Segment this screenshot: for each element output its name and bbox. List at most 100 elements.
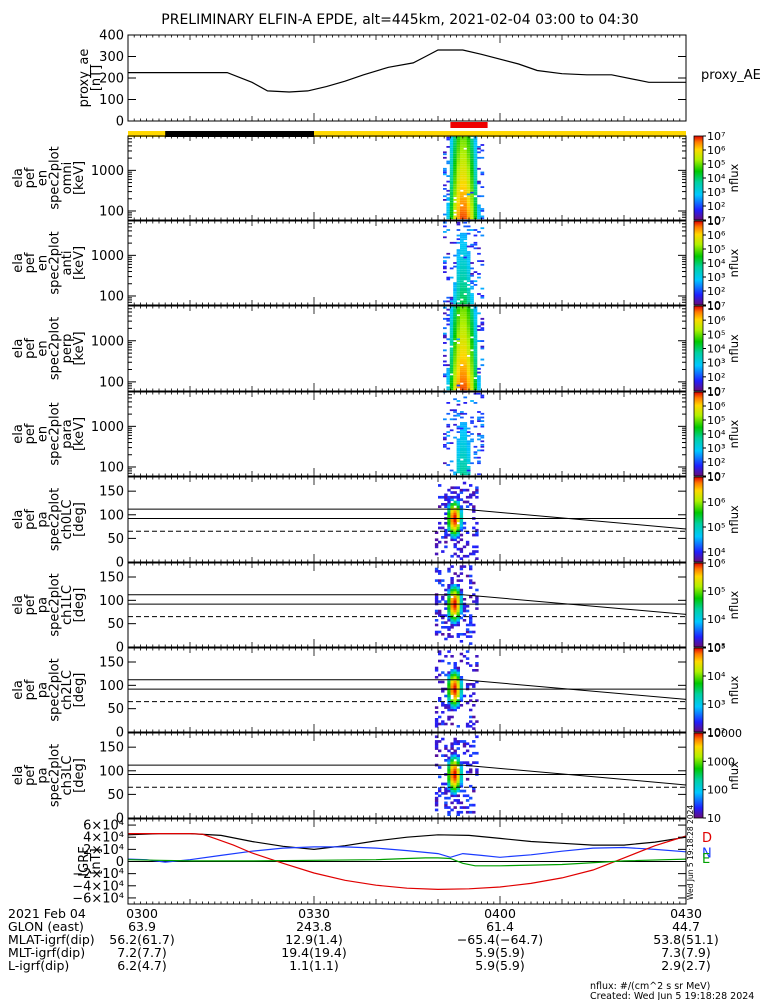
- spec-pixel: [477, 156, 481, 159]
- spec-pixel: [466, 431, 471, 433]
- spec-pixel: [460, 455, 464, 457]
- spec-pixel: [453, 345, 457, 348]
- colorbar-tick-label: 10: [707, 385, 721, 398]
- spec-pixel: [449, 409, 454, 412]
- spec-pixel: [473, 362, 478, 365]
- spec-pixel: [456, 384, 461, 387]
- spec-pixel: [450, 704, 454, 707]
- spec-pixel: [466, 155, 471, 157]
- spec-pixel: [473, 425, 478, 428]
- spec-pixel: [449, 302, 454, 305]
- y-tick-label: 100: [99, 204, 124, 219]
- spec-pixel: [441, 690, 445, 693]
- spec-pixel: [460, 193, 464, 196]
- spec-pixel: [447, 612, 451, 615]
- spec-pixel: [449, 314, 454, 317]
- spec-pixel: [470, 175, 474, 177]
- table-cell: 7.2(7.7): [117, 945, 167, 960]
- spec-pixel: [466, 202, 471, 205]
- spec-pixel: [453, 375, 457, 378]
- spec-pixel: [477, 210, 481, 212]
- spec-pixel: [466, 329, 471, 331]
- spec-pixel: [453, 316, 457, 318]
- spec-pixel: [472, 581, 476, 585]
- spec-pixel: [477, 293, 481, 295]
- spec-pixel: [473, 386, 478, 389]
- spec-pixel: [453, 140, 457, 143]
- spec-pixel: [470, 343, 474, 346]
- spec-pixel: [460, 321, 464, 324]
- y-tick-label: 150: [99, 485, 124, 500]
- spec-pixel: [456, 498, 460, 501]
- colorbar-tick-label: 10³: [707, 698, 725, 711]
- spec-pixel: [473, 204, 478, 207]
- spec-pixel: [463, 262, 468, 264]
- spec-pixel: [450, 619, 454, 622]
- spec-pixel: [466, 356, 471, 359]
- spec-pixel: [469, 484, 473, 487]
- spec-pixel: [473, 164, 478, 166]
- spec-pixel: [446, 206, 451, 209]
- spec-pixel: [447, 697, 451, 700]
- spec-pixel: [473, 373, 478, 376]
- spec-pixel: [453, 204, 457, 207]
- y-axis-label: [nT]: [89, 848, 104, 874]
- spec-pixel: [473, 197, 478, 199]
- spec-pixel: [473, 211, 478, 214]
- spec-pixel: [459, 768, 464, 772]
- spec-pixel: [470, 285, 474, 288]
- spec-pixel: [434, 744, 439, 748]
- spec-pixel: [475, 550, 479, 553]
- spec-pixel: [456, 514, 460, 518]
- spec-pixel: [466, 334, 471, 337]
- spec-pixel: [449, 178, 454, 181]
- spec-pixel: [449, 136, 454, 139]
- spec-pixel: [450, 669, 454, 672]
- spec-pixel: [449, 149, 454, 152]
- spec-pixel: [470, 156, 474, 159]
- spec-pixel: [466, 330, 471, 333]
- spec-pixel: [453, 775, 457, 779]
- spec-pixel: [477, 386, 481, 389]
- spec-pixel: [463, 358, 468, 361]
- spec-pixel: [449, 195, 454, 198]
- spec-pixel: [456, 810, 460, 814]
- spec-pixel: [441, 701, 445, 705]
- spec-pixel: [446, 431, 451, 433]
- spec-pixel: [450, 692, 454, 695]
- spec-pixel: [459, 526, 464, 530]
- spec-pixel: [446, 300, 451, 303]
- spec-pixel: [473, 206, 478, 209]
- spec-pixel: [466, 336, 471, 339]
- spec-pixel: [456, 456, 461, 459]
- spec-pixel: [449, 300, 454, 303]
- table-cell: 19.4(19.4): [281, 945, 346, 960]
- spec-pixel: [450, 747, 454, 750]
- y-axis-label: proxy_ae: [77, 49, 92, 108]
- spec-pixel: [446, 278, 451, 281]
- spec-pixel: [463, 366, 468, 368]
- spec-pixel: [459, 680, 464, 684]
- spec-pixel: [450, 673, 454, 677]
- spec-pixel: [462, 751, 467, 755]
- spec-pixel: [463, 469, 468, 472]
- spec-pixel: [441, 579, 445, 582]
- spec-pixel: [446, 210, 451, 212]
- spec-pixel: [460, 202, 464, 205]
- table-cell: 53.8(51.1): [653, 932, 718, 947]
- spec-pixel: [444, 545, 448, 549]
- spec-pixel: [472, 744, 476, 748]
- spec-pixel: [470, 184, 474, 187]
- spec-pixel: [447, 662, 451, 665]
- spec-pixel: [466, 158, 471, 161]
- spec-pixel: [456, 197, 461, 199]
- spec-pixel: [453, 360, 457, 363]
- spec-pixel: [460, 425, 464, 428]
- spec-pixel: [453, 282, 457, 284]
- spec-pixel: [470, 316, 474, 318]
- footnote-units: nflux: #/(cm^2 s sr MeV): [590, 981, 710, 992]
- spec-pixel: [450, 579, 454, 582]
- spec-pixel: [449, 140, 454, 143]
- spec-pixel: [456, 598, 460, 601]
- spec-pixel: [456, 260, 461, 262]
